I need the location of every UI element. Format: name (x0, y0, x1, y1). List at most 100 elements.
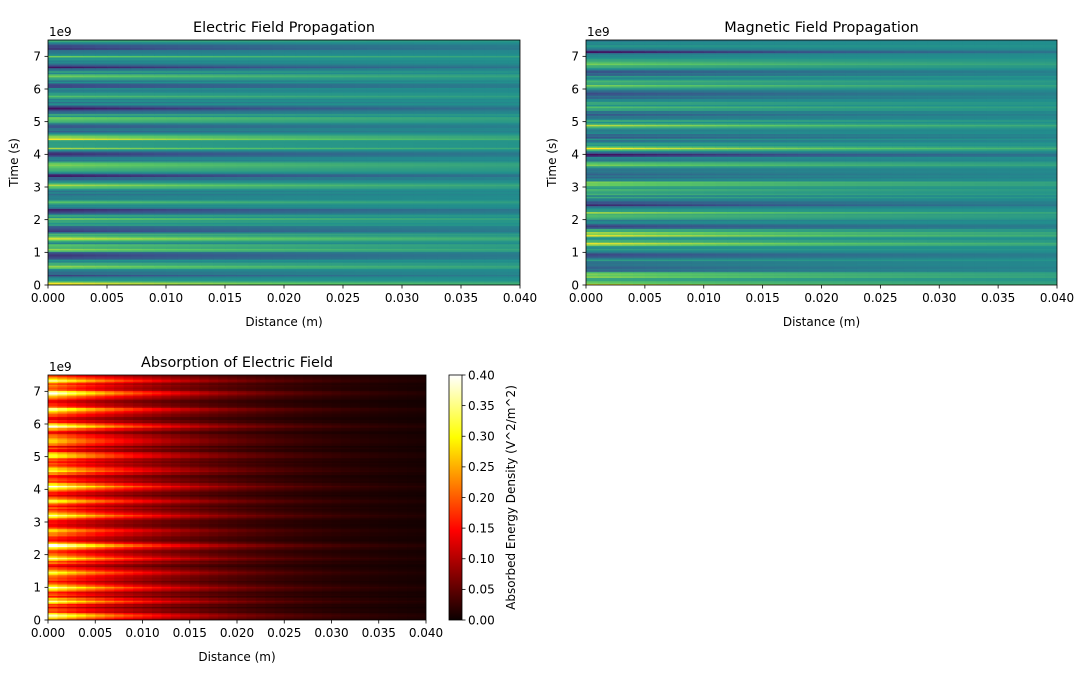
heatmap-cell (472, 111, 486, 115)
heatmap-cell (378, 203, 391, 206)
heatmap-cell (48, 160, 61, 164)
heatmap-cell (284, 159, 297, 162)
heatmap-cell (118, 180, 132, 184)
heatmap-cell (272, 194, 285, 197)
heatmap-cell (508, 228, 520, 231)
heatmap-cell (284, 242, 297, 245)
heatmap-cell (284, 101, 297, 104)
heatmap-cell (437, 200, 450, 203)
heatmap-cell (319, 93, 332, 96)
heatmap-cell (484, 111, 497, 115)
heatmap-cell (260, 154, 273, 157)
heatmap-cell (236, 275, 250, 278)
heatmap-cell (236, 98, 250, 101)
heatmap-cell (343, 183, 356, 187)
heatmap-cell (307, 231, 320, 234)
heatmap-cell (307, 269, 320, 272)
heatmap-cell (496, 269, 509, 272)
heatmap-cell (402, 177, 415, 180)
heatmap-cell (59, 281, 73, 285)
heatmap-cell (378, 136, 391, 139)
heatmap-cell (118, 226, 132, 229)
heatmap-cell (260, 262, 273, 265)
heatmap-cell (461, 217, 474, 220)
heatmap-cell (354, 255, 368, 259)
heatmap-cell (260, 147, 273, 150)
heatmap-cell (496, 96, 509, 99)
heatmap-cell (484, 193, 497, 196)
heatmap-cell (236, 113, 250, 116)
heatmap-cell (307, 95, 320, 98)
heatmap-cell (449, 167, 462, 170)
heatmap-cell (425, 252, 438, 255)
heatmap-cell (425, 236, 438, 239)
heatmap-cell (508, 283, 520, 285)
heatmap-cell (59, 170, 73, 173)
heatmap-cell (354, 205, 368, 208)
heatmap-cell (95, 239, 108, 242)
heatmap-cell (472, 99, 486, 102)
heatmap-cell (189, 226, 202, 229)
heatmap-cell (154, 219, 167, 222)
heatmap-cell (295, 265, 309, 268)
heatmap-cell (59, 111, 73, 115)
heatmap-cell (272, 234, 285, 237)
heatmap-cell (177, 133, 191, 136)
heatmap-cell (437, 176, 450, 179)
heatmap-cell (83, 258, 96, 262)
heatmap-cell (177, 234, 191, 237)
heatmap-cell (366, 124, 379, 127)
heatmap-cell (130, 219, 143, 222)
heatmap-cell (166, 127, 179, 130)
heatmap-cell (248, 138, 261, 141)
heatmap-cell (366, 217, 379, 220)
heatmap-cell (461, 249, 474, 252)
heatmap-cell (354, 127, 368, 130)
heatmap-cell (83, 274, 96, 277)
heatmap-cell (189, 280, 202, 283)
heatmap-cell (461, 200, 474, 203)
heatmap-cell (48, 95, 61, 98)
heatmap-cell (166, 173, 179, 176)
heatmap-cell (48, 272, 61, 275)
heatmap-cell (366, 170, 379, 173)
heatmap-cell (284, 268, 297, 271)
heatmap-cell (83, 176, 96, 179)
heatmap-cell (413, 206, 427, 210)
heatmap-cell (83, 239, 96, 242)
heatmap-cell (402, 185, 415, 188)
heatmap-cell (449, 202, 462, 205)
heatmap-cell (142, 162, 155, 165)
heatmap-cell (496, 167, 509, 170)
heatmap-cell (189, 108, 202, 112)
heatmap-cell (71, 187, 84, 190)
heatmap-cell (496, 242, 509, 245)
heatmap-cell (59, 179, 73, 182)
heatmap-cell (378, 157, 391, 161)
heatmap-cell (166, 183, 179, 187)
heatmap-cell (95, 223, 108, 226)
heatmap-cell (461, 193, 474, 196)
heatmap-cell (107, 168, 120, 171)
heatmap-cell (201, 266, 214, 269)
heatmap-cell (177, 98, 191, 101)
heatmap-cell (449, 209, 462, 213)
heatmap-cell (449, 138, 462, 141)
heatmap-cell (107, 151, 120, 154)
heatmap-cell (225, 171, 238, 174)
heatmap-cell (118, 216, 132, 219)
heatmap-cell (484, 124, 497, 127)
heatmap-cell (319, 101, 332, 104)
heatmap-cell (130, 168, 143, 171)
heatmap-cell (366, 144, 379, 147)
heatmap-cell (331, 283, 344, 285)
heatmap-cell (319, 239, 332, 242)
heatmap-cell (402, 191, 415, 194)
heatmap-cell (354, 156, 368, 159)
heatmap-cell (484, 203, 497, 206)
heatmap-cell (59, 122, 73, 125)
heatmap-cell (354, 176, 368, 179)
heatmap-cell (260, 107, 273, 110)
heatmap-cell (449, 203, 462, 206)
heatmap-cell (307, 203, 320, 206)
